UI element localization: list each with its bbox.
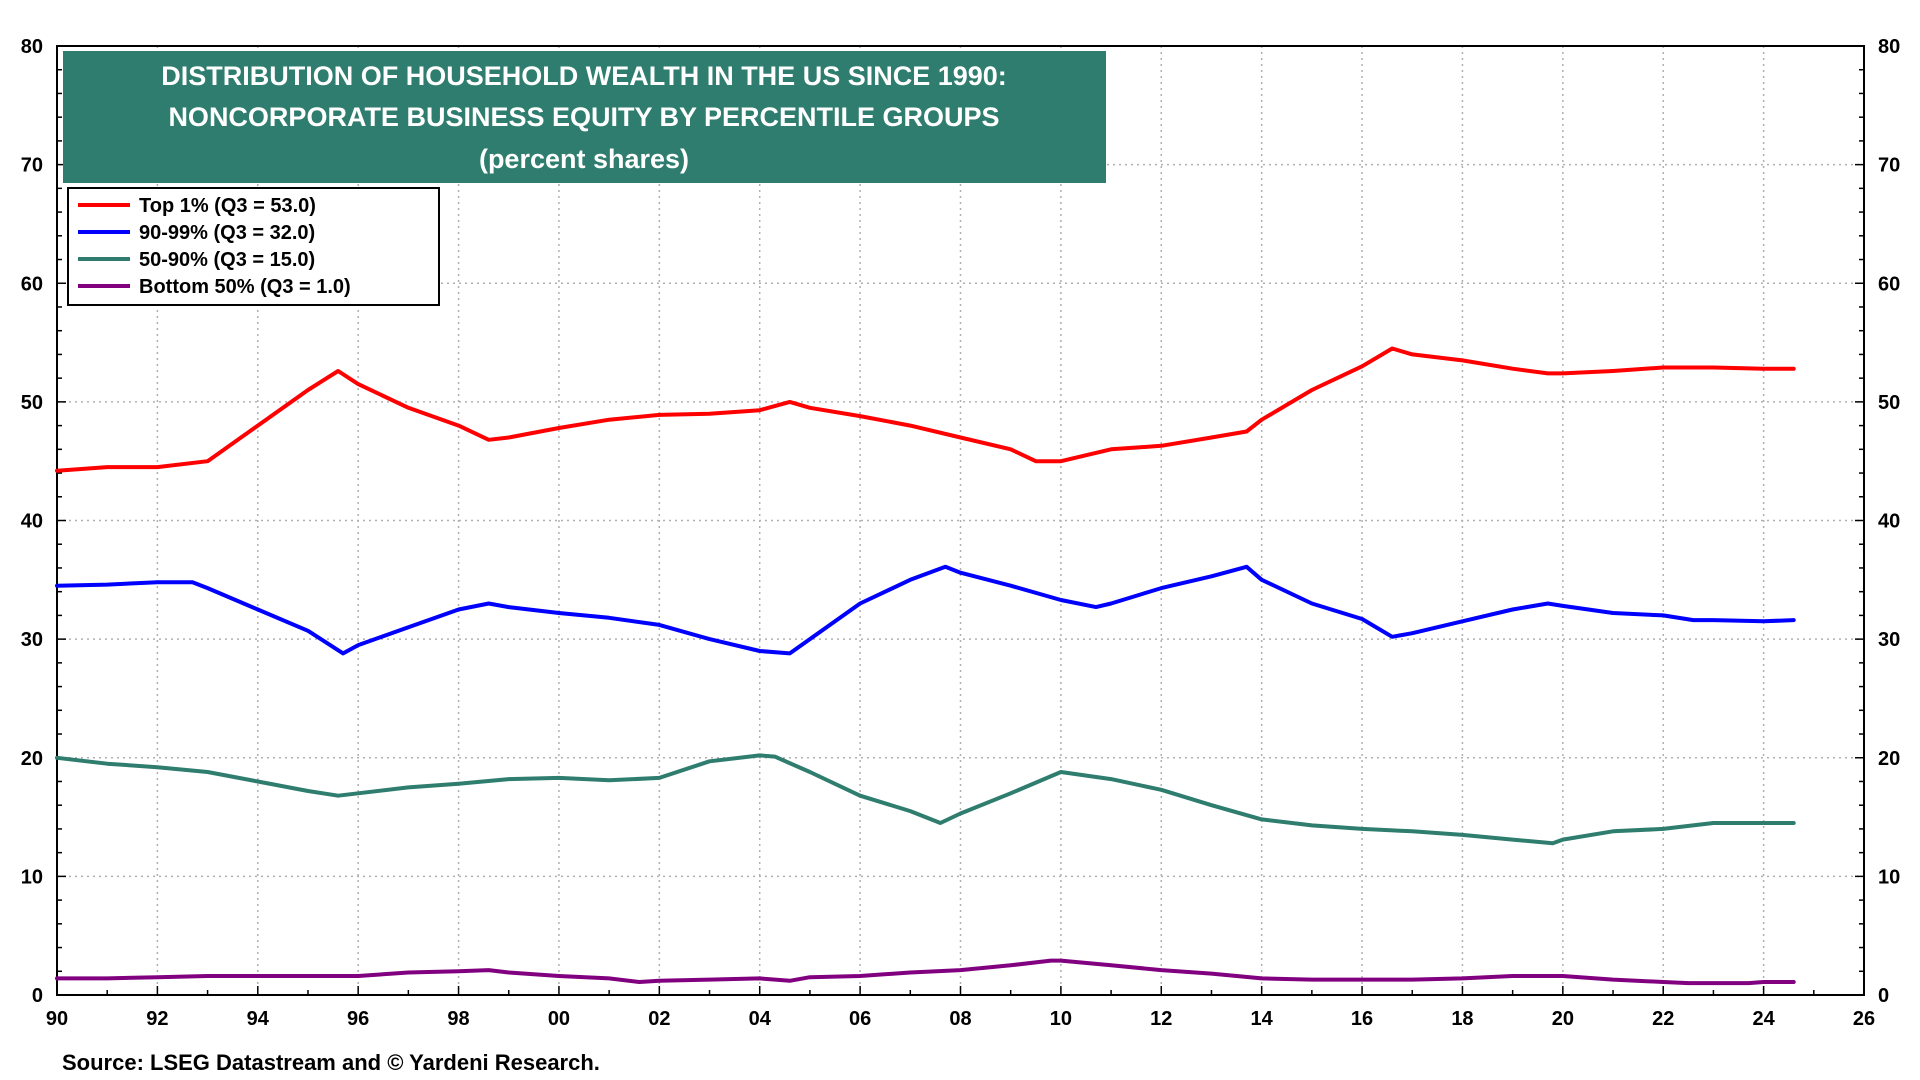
- series-line-2: [55, 564, 1796, 656]
- y-tick-label-left: 0: [32, 985, 43, 1007]
- chart-subtitle: (percent shares): [479, 144, 689, 174]
- x-tick-label: 08: [949, 1008, 971, 1030]
- y-tick-label-right: 40: [1878, 511, 1900, 533]
- y-tick-label-left: 70: [21, 155, 43, 177]
- y-tick-label-right: 80: [1878, 36, 1900, 58]
- x-tick-label: 26: [1853, 1008, 1875, 1030]
- legend-label-2: 90-99% (Q3 = 32.0): [139, 222, 315, 244]
- x-tick-label: 16: [1351, 1008, 1373, 1030]
- y-tick-label-left: 30: [21, 629, 43, 651]
- chart-title-box: DISTRIBUTION OF HOUSEHOLD WEALTH IN THE …: [63, 51, 1106, 183]
- y-tick-label-right: 60: [1878, 273, 1900, 295]
- x-tick-label: 00: [548, 1008, 570, 1030]
- y-tick-label-right: 20: [1878, 748, 1900, 770]
- series-line-3: [55, 753, 1796, 846]
- y-tick-label-left: 20: [21, 748, 43, 770]
- x-tick-label: 96: [347, 1008, 369, 1030]
- x-tick-label: 98: [447, 1008, 469, 1030]
- y-tick-label-left: 80: [21, 36, 43, 58]
- x-tick-label: 02: [648, 1008, 670, 1030]
- y-tick-label-right: 0: [1878, 985, 1889, 1007]
- x-tick-label: 92: [146, 1008, 168, 1030]
- y-tick-label-left: 40: [21, 511, 43, 533]
- series-line-1: [55, 346, 1796, 473]
- source-note: Source: LSEG Datastream and © Yardeni Re…: [62, 1050, 600, 1075]
- series-line-4: [55, 958, 1796, 986]
- chart-title-line-2: NONCORPORATE BUSINESS EQUITY BY PERCENTI…: [168, 102, 999, 132]
- x-tick-label: 14: [1251, 1008, 1274, 1030]
- series-lines: [55, 346, 1796, 986]
- y-tick-label-left: 10: [21, 866, 43, 888]
- y-tick-label-right: 70: [1878, 155, 1900, 177]
- x-tick-label: 18: [1451, 1008, 1473, 1030]
- x-tick-label: 20: [1552, 1008, 1574, 1030]
- x-tick-label: 10: [1050, 1008, 1072, 1030]
- y-tick-label-right: 50: [1878, 392, 1900, 414]
- x-tick-label: 04: [749, 1008, 772, 1030]
- y-tick-label-left: 50: [21, 392, 43, 414]
- legend-label-3: 50-90% (Q3 = 15.0): [139, 249, 315, 271]
- legend-label-1: Top 1% (Q3 = 53.0): [139, 195, 316, 217]
- chart-title-line-1: DISTRIBUTION OF HOUSEHOLD WEALTH IN THE …: [161, 61, 1007, 91]
- x-tick-label: 94: [247, 1008, 270, 1030]
- chart-title-background: [63, 51, 1106, 183]
- y-tick-label-left: 60: [21, 273, 43, 295]
- legend: Top 1% (Q3 = 53.0) 90-99% (Q3 = 32.0) 50-9…: [67, 187, 440, 306]
- x-tick-label: 06: [849, 1008, 871, 1030]
- x-tick-label: 90: [46, 1008, 68, 1030]
- x-tick-label: 12: [1150, 1008, 1172, 1030]
- y-tick-label-right: 30: [1878, 629, 1900, 651]
- plot-frame: [56, 45, 1865, 996]
- x-tick-label: 22: [1652, 1008, 1674, 1030]
- y-tick-label-right: 10: [1878, 866, 1900, 888]
- legend-label-4: Bottom 50% (Q3 = 1.0): [139, 276, 351, 298]
- x-tick-label: 24: [1752, 1008, 1775, 1030]
